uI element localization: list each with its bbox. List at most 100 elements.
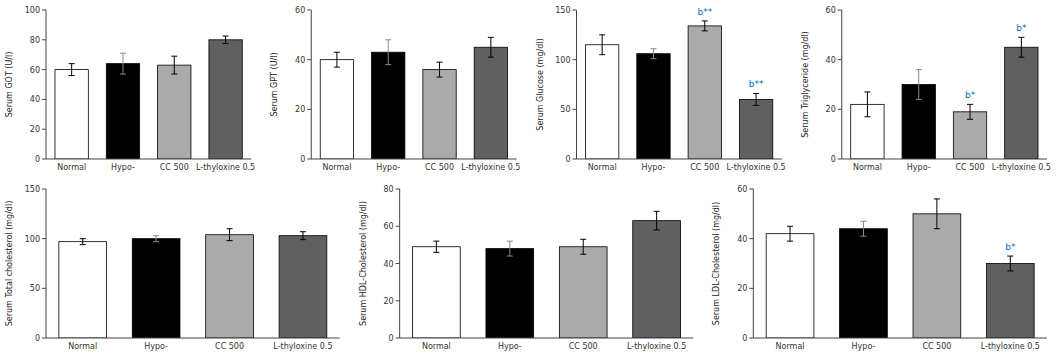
x-tick-label: Hypo- xyxy=(852,342,876,351)
x-axis xyxy=(753,338,1047,339)
bar xyxy=(1005,47,1038,159)
y-tick-label: 40 xyxy=(383,260,393,269)
annotation: b* xyxy=(965,90,976,100)
x-tick-label: Normal xyxy=(776,342,805,351)
x-tick-label: CC 500 xyxy=(956,163,985,172)
y-axis xyxy=(311,10,312,159)
y-tick-label: 0 xyxy=(742,334,747,343)
x-axis xyxy=(46,159,251,160)
error-bar xyxy=(171,56,177,74)
bars xyxy=(55,36,242,159)
y-axis-label: Serum Triglyceride (mg/dl) xyxy=(801,31,810,137)
bar xyxy=(913,214,961,338)
panel: 050100150NormalHypo-CC 500L-thyloxine 0.… xyxy=(5,185,340,351)
x-tick-label: Hypo- xyxy=(111,163,135,172)
y-tick-label: 0 xyxy=(35,334,40,343)
error-bar xyxy=(69,64,75,76)
y-tick xyxy=(42,288,46,289)
bar xyxy=(423,70,456,159)
y-tick xyxy=(749,238,753,239)
x-tick-label: Normal xyxy=(57,163,86,172)
y-tick xyxy=(838,59,842,60)
y-axis xyxy=(46,189,47,338)
bars xyxy=(413,211,681,338)
y-tick xyxy=(396,300,400,301)
y-tick-label: 50 xyxy=(30,284,40,293)
bar xyxy=(986,264,1034,339)
y-tick xyxy=(42,39,46,40)
bar xyxy=(209,40,242,159)
panel: 0204060NormalHypo-CC 500L-thyloxine 0.5S… xyxy=(712,185,1047,351)
x-tick-label: L-thyloxine 0.5 xyxy=(981,342,1040,351)
x-tick-label: Normal xyxy=(68,342,97,351)
error-bar xyxy=(80,239,86,245)
y-tick xyxy=(42,129,46,130)
bar xyxy=(559,247,607,338)
y-axis xyxy=(753,189,754,338)
y-tick-label: 150 xyxy=(25,185,40,194)
bar xyxy=(55,70,88,159)
y-tick-label: 80 xyxy=(383,185,393,194)
error-bar xyxy=(654,211,660,230)
y-tick-label: 40 xyxy=(295,56,305,65)
y-tick xyxy=(749,288,753,289)
y-tick-label: 0 xyxy=(831,155,836,164)
x-tick-label: L-thyloxine 0.5 xyxy=(726,163,785,172)
y-tick-label: 100 xyxy=(25,6,40,15)
x-axis xyxy=(311,159,516,160)
bars xyxy=(585,21,772,159)
bar xyxy=(413,247,461,338)
annotation: b** xyxy=(697,7,712,17)
y-tick-label: 20 xyxy=(30,125,40,134)
bars xyxy=(320,37,507,159)
figure: 0 20 40 60 80 100 Normal Hypo- CC 500 L-thyloxine… xyxy=(0,0,1061,358)
error-bar xyxy=(702,21,708,31)
error-bar xyxy=(300,232,306,240)
error-bar xyxy=(437,62,443,77)
error-bar xyxy=(650,49,656,59)
error-bar xyxy=(334,52,340,67)
y-axis-label: Serum HDL-Cholesterol (mg/dl) xyxy=(359,201,368,326)
y-tick-label: 60 xyxy=(383,222,393,231)
y-axis xyxy=(399,189,400,338)
error-bar xyxy=(1018,37,1024,57)
error-bar xyxy=(488,37,494,57)
y-tick-label: 40 xyxy=(826,56,836,65)
y-tick-label: 60 xyxy=(30,66,40,75)
error-bar xyxy=(934,199,940,229)
x-tick-label: CC 500 xyxy=(690,163,719,172)
y-tick-label: 80 xyxy=(30,36,40,45)
y-tick-label: 40 xyxy=(737,235,747,244)
x-tick-label: CC 500 xyxy=(425,163,454,172)
bar xyxy=(739,99,772,159)
y-tick-label: 0 xyxy=(565,155,570,164)
y-tick xyxy=(573,109,577,110)
bar xyxy=(688,26,721,159)
x-tick-label: L-thyloxine 0.5 xyxy=(627,342,686,351)
x-tick-label: Hypo- xyxy=(144,342,168,351)
error-bar xyxy=(967,104,973,119)
y-tick xyxy=(838,159,842,160)
y-tick xyxy=(307,10,311,11)
x-tick-label: CC 500 xyxy=(160,163,189,172)
panel: 020406080NormalHypo-CC 500L-thyloxine 0.… xyxy=(359,185,694,351)
error-bar xyxy=(916,70,922,100)
x-tick-label: L-thyloxine 0.5 xyxy=(196,163,255,172)
y-tick-label: 0 xyxy=(300,155,305,164)
y-tick xyxy=(396,189,400,190)
y-tick-label: 100 xyxy=(555,56,570,65)
bar xyxy=(206,235,254,338)
bar xyxy=(158,65,191,159)
panel: 020406080100NormalHypo-CC 500L-thyloxine… xyxy=(5,6,255,172)
bar xyxy=(320,60,353,159)
bar xyxy=(279,236,327,338)
y-tick xyxy=(42,238,46,239)
bars xyxy=(59,229,327,338)
y-axis xyxy=(576,10,577,159)
annotation: b* xyxy=(1005,242,1016,252)
annotation: b** xyxy=(749,79,764,89)
x-tick-label: Hypo- xyxy=(642,163,666,172)
x-tick-label: L-thyloxine 0.5 xyxy=(273,342,332,351)
y-tick-label: 40 xyxy=(30,95,40,104)
panel: 050100150NormalHypo-CC 500L-thyloxine 0.… xyxy=(536,6,786,172)
